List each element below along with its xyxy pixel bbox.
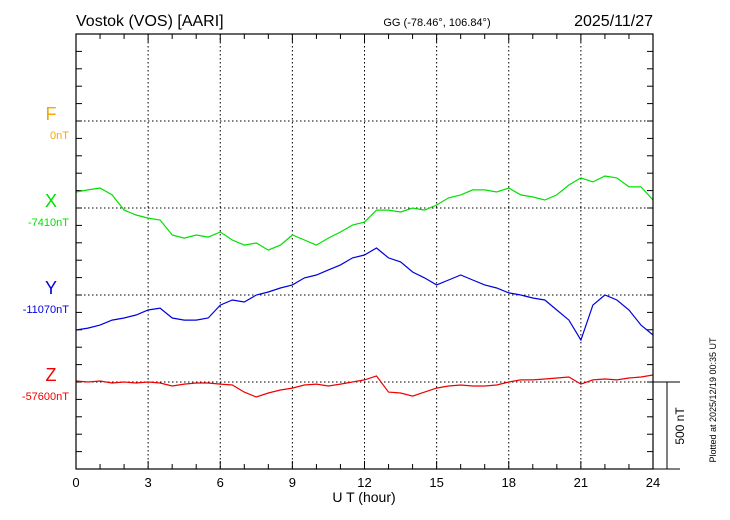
series-baseline-z: -57600nT	[22, 391, 69, 403]
scale-bar-label: 500 nT	[673, 407, 687, 445]
x-axis-label: U T (hour)	[332, 489, 395, 505]
series-line-x	[75, 175, 654, 251]
x-tick-label: 18	[502, 475, 516, 490]
grid	[76, 34, 653, 469]
series-name-y: Y	[45, 278, 57, 298]
station-coords: GG (-78.46°, 106.84°)	[383, 17, 490, 29]
plotted-note: Plotted at 2025/12/19 00:35 UT	[708, 337, 718, 463]
x-tick-label: 6	[217, 475, 224, 490]
x-tick-label: 0	[72, 475, 79, 490]
x-tick-label: 12	[357, 475, 371, 490]
axis-ticks	[76, 33, 653, 470]
series-line-z	[75, 374, 654, 398]
x-tick-label: 24	[646, 475, 660, 490]
series-labels: 0 3 6 9 12 15 18 21 24 F 0nT X -7410nT Y -11070nT Z -576…	[22, 104, 660, 490]
plot-frame	[75, 33, 654, 470]
series-baseline-y: -11070nT	[23, 304, 70, 316]
series-name-z: Z	[46, 365, 57, 385]
x-tick-label: 3	[145, 475, 152, 490]
series-baseline-x: -7410nT	[28, 217, 69, 229]
scale-bar: 500 nT	[653, 381, 687, 470]
x-tick-label: 9	[289, 475, 296, 490]
chart-date: 2025/11/27	[574, 13, 653, 30]
series-name-f: F	[46, 104, 57, 124]
chart-title: Vostok (VOS) [AARI]	[76, 13, 224, 30]
x-tick-label: 15	[429, 475, 443, 490]
series-lines	[75, 175, 654, 398]
x-tick-label: 21	[574, 475, 588, 490]
series-baseline-f: 0nT	[50, 130, 69, 142]
series-line-y	[75, 247, 654, 342]
series-name-x: X	[45, 191, 57, 211]
